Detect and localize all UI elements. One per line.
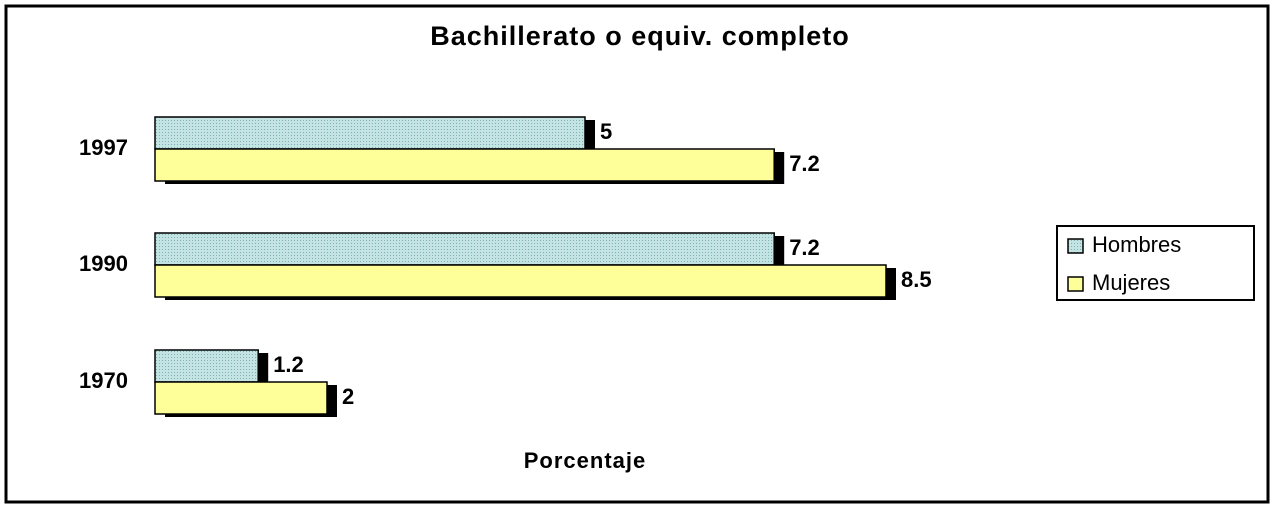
legend-swatch (1067, 238, 1084, 254)
bar (154, 381, 328, 415)
data-label: 2 (342, 384, 354, 409)
legend-label: Mujeres (1092, 270, 1170, 295)
legend-label: Hombres (1092, 232, 1181, 257)
data-label: 7.2 (789, 235, 820, 260)
chart-title: Bachillerato o equiv. completo (430, 21, 850, 51)
data-label: 1.2 (273, 352, 304, 377)
bar (154, 232, 775, 266)
x-axis-label: Porcentaje (524, 448, 647, 473)
bar (154, 148, 775, 182)
data-label: 7.2 (789, 151, 820, 176)
legend-swatch (1067, 276, 1084, 292)
y-tick-label: 1990 (79, 251, 128, 276)
y-tick-label: 1970 (79, 368, 128, 393)
bar (154, 264, 887, 298)
y-tick-label: 1997 (79, 135, 128, 160)
legend (1056, 225, 1255, 301)
bar (154, 349, 259, 383)
data-label: 8.5 (901, 267, 932, 292)
bar (154, 116, 586, 150)
data-label: 5 (600, 119, 612, 144)
